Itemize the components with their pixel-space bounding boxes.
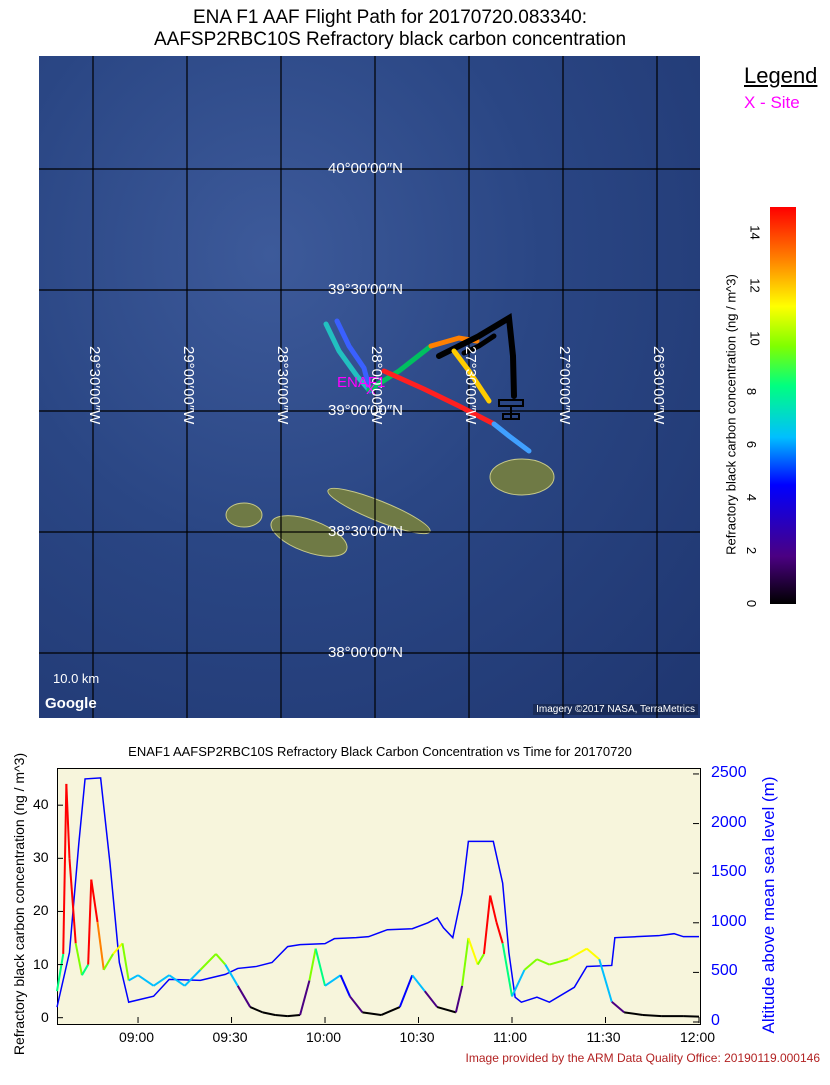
track-segment-6 <box>461 333 497 356</box>
track-segment-7 <box>381 368 497 427</box>
legend-site-entry: X - Site <box>744 93 800 112</box>
google-logo: Google <box>45 695 97 712</box>
lon-label-29-30w: 29°30′00″W <box>86 346 103 425</box>
footer-credit: Image provided by the ARM Data Quality O… <box>465 1051 820 1065</box>
y-right-tick-label: 0 <box>711 1012 720 1029</box>
track-segment-9 <box>451 348 492 404</box>
track-segment-5 <box>436 313 517 399</box>
colorbar-tick-label: 14 <box>747 225 763 241</box>
y-right-tick-label: 2500 <box>711 763 747 781</box>
y-left-tick-label: 0 <box>41 1008 49 1025</box>
y-right-tick-label: 1000 <box>711 912 747 930</box>
flight-track <box>323 313 532 454</box>
y-right-tick-label: 500 <box>711 962 738 980</box>
scale-bar-label: 10.0 km <box>53 671 100 686</box>
y-left-tick-label: 10 <box>33 955 49 972</box>
y-right-tick-label: 2000 <box>711 813 747 831</box>
island-4 <box>489 458 555 496</box>
flight-path-map[interactable]: X 40°00′00″N 39°30′00″N 39°00′00″N 38°30… <box>39 56 700 718</box>
colorbar-tick-label: 2 <box>744 546 760 555</box>
site-label: ENAF1 <box>337 374 386 391</box>
aircraft-marker <box>498 399 524 420</box>
legend-title: Legend <box>744 63 818 88</box>
site-marker: X <box>366 381 376 397</box>
lat-label-40n: 40°00′00″N <box>328 160 404 177</box>
island-2 <box>270 515 348 557</box>
y-axis-right-label: Altitude above mean sea level (m) <box>759 776 778 1034</box>
aircraft-body <box>498 399 524 407</box>
lon-label-29w: 29°00′00″W <box>180 346 197 425</box>
chart-title-line1: ENA F1 AAF Flight Path for 20170720.0833… <box>193 7 587 28</box>
island-1 <box>225 502 263 528</box>
colorbar-label: Refractory black carbon concentration (n… <box>723 274 739 555</box>
timeseries-title: ENAF1 AAFSP2RBC10S Refractory Black Carb… <box>128 744 632 759</box>
map-overlay: X <box>39 56 700 718</box>
colorbar-tick-label: 10 <box>747 331 763 347</box>
lon-label-27-30w: 27°30′00″W <box>462 346 479 425</box>
y-left-tick-label: 40 <box>33 796 49 813</box>
colorbar-tick-label: 8 <box>744 388 760 396</box>
x-tick-label: 10:30 <box>399 1029 435 1045</box>
island-group <box>225 458 555 557</box>
chart-title-line2: AAFSP2RBC10S Refractory black carbon con… <box>153 29 627 50</box>
lon-label-27w: 27°00′00″W <box>556 346 573 425</box>
track-segment-1 <box>323 321 372 393</box>
imagery-credit: Imagery ©2017 NASA, TerraMetrics <box>533 704 698 715</box>
y-left-tick-label: 20 <box>33 902 49 919</box>
track-segment-3 <box>366 343 434 393</box>
colorbar-tick-label: 6 <box>744 441 760 449</box>
x-tick-label: 12:00 <box>680 1029 716 1045</box>
lat-label-38-30n: 38°30′00″N <box>328 523 404 540</box>
x-tick-label: 10:00 <box>306 1029 342 1045</box>
x-tick-label: 11:00 <box>493 1029 527 1045</box>
grid-lines <box>39 56 700 718</box>
x-tick-label: 09:30 <box>212 1029 248 1045</box>
lat-label-39-30n: 39°30′00″N <box>328 281 404 298</box>
y-left-tick-label: 30 <box>33 849 49 866</box>
x-tick-label: 09:00 <box>119 1029 155 1045</box>
lat-label-39n: 39°00′00″N <box>328 402 404 419</box>
colorbar-tick-label: 0 <box>744 599 760 608</box>
colorbar <box>770 207 796 604</box>
track-segment-2 <box>334 318 373 394</box>
y-right-tick-label: 1500 <box>711 863 747 881</box>
colorbar-tick-label: 4 <box>744 494 760 502</box>
aircraft-tail <box>502 413 520 420</box>
x-tick-label: 11:30 <box>586 1029 621 1045</box>
y-axis-left-label: Refractory black carbon concentration (n… <box>11 752 27 1056</box>
track-segment-8 <box>491 421 532 454</box>
lon-label-28-30w: 28°30′00″W <box>274 346 291 425</box>
timeseries-plot-area <box>57 768 701 1025</box>
lat-label-38n: 38°00′00″N <box>328 644 404 661</box>
colorbar-tick-label: 12 <box>747 278 763 294</box>
lon-label-26-30w: 26°30′00″W <box>650 346 667 425</box>
